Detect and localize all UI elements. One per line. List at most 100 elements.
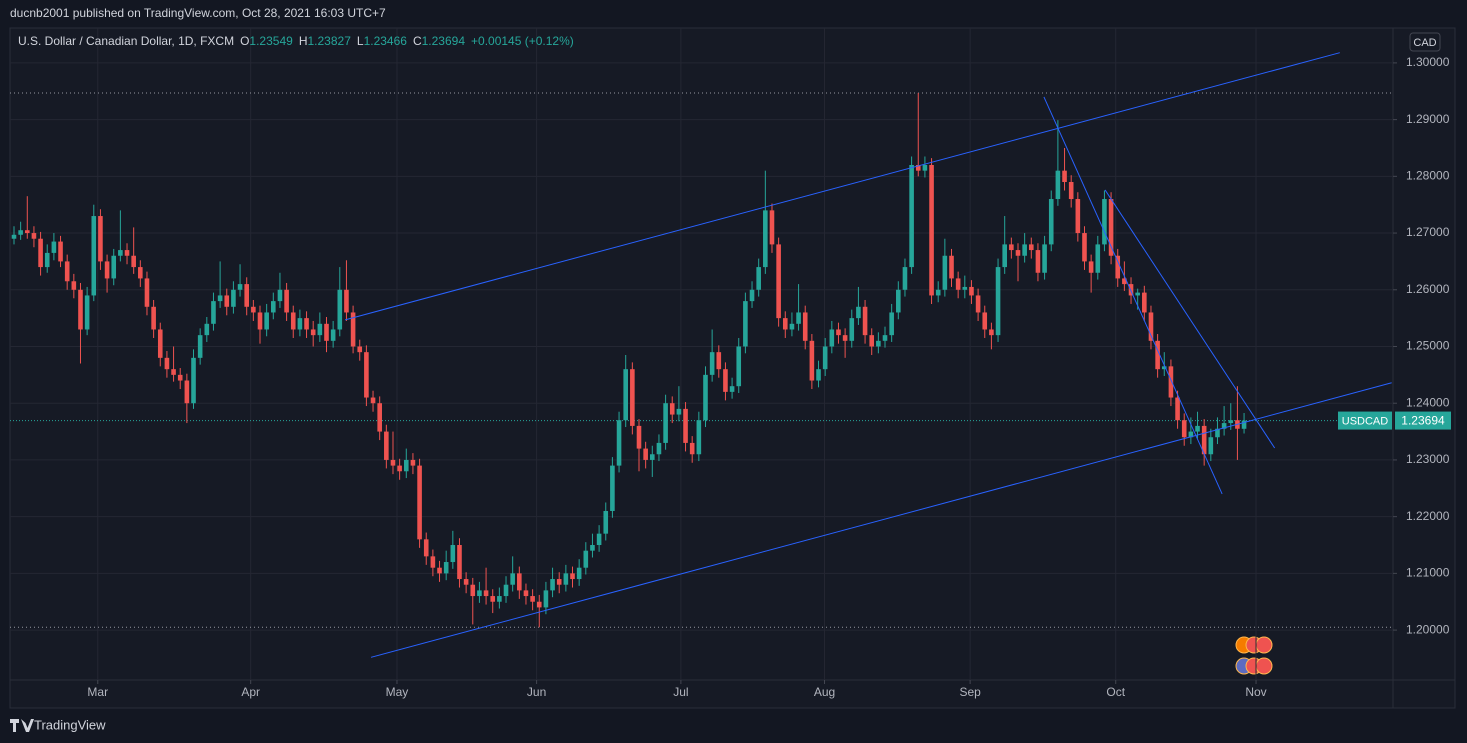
candle-body bbox=[796, 312, 801, 324]
legend-ohlc-label: C bbox=[413, 34, 422, 48]
y-tick-label: 1.22000 bbox=[1406, 509, 1450, 523]
candle-body bbox=[630, 369, 635, 426]
candle-body bbox=[1181, 420, 1187, 438]
candle-body bbox=[683, 408, 688, 443]
x-tick-label: Mar bbox=[87, 685, 108, 699]
candle-body bbox=[1009, 244, 1014, 251]
candle-body bbox=[344, 289, 349, 313]
candle-body bbox=[1122, 278, 1127, 285]
candle-body bbox=[1128, 284, 1134, 296]
publisher: ducnb2001 published on TradingView.com, … bbox=[10, 6, 386, 20]
currency-button[interactable] bbox=[1409, 32, 1441, 52]
candle-body bbox=[324, 323, 329, 341]
candle-body bbox=[716, 352, 722, 370]
candle-body bbox=[224, 295, 230, 307]
candle-body bbox=[470, 584, 476, 597]
candle-body bbox=[284, 289, 289, 313]
candle-body bbox=[357, 346, 363, 353]
candle-body bbox=[969, 286, 974, 296]
candle-body bbox=[151, 306, 156, 330]
candle-body bbox=[1195, 425, 1200, 432]
candle-body bbox=[370, 397, 376, 404]
candle-body bbox=[1215, 428, 1220, 438]
candle-body bbox=[975, 295, 981, 313]
candle-body bbox=[264, 312, 269, 330]
candle-body bbox=[271, 301, 276, 313]
trend-line bbox=[1104, 189, 1276, 449]
candle-body bbox=[390, 459, 396, 466]
candle-body bbox=[1241, 420, 1247, 429]
candle-body bbox=[949, 255, 954, 279]
candle-body bbox=[310, 329, 316, 336]
candle-body bbox=[550, 579, 555, 591]
event-icon bbox=[1255, 636, 1273, 654]
candle-body bbox=[889, 312, 894, 336]
candle-body bbox=[297, 318, 303, 330]
candle-body bbox=[876, 340, 881, 347]
trend-line bbox=[1043, 96, 1223, 495]
candle-body bbox=[816, 369, 821, 381]
price-tag bbox=[1395, 411, 1451, 430]
candle-body bbox=[989, 329, 994, 336]
candle-body bbox=[24, 230, 30, 234]
candle-body bbox=[743, 301, 748, 347]
candle-body bbox=[430, 556, 436, 568]
candle-body bbox=[157, 329, 163, 358]
candle-body bbox=[171, 369, 176, 375]
candle-body bbox=[676, 408, 682, 415]
candle-body bbox=[31, 233, 37, 239]
candle-body bbox=[709, 352, 715, 375]
candle-body bbox=[51, 241, 57, 253]
candle-body bbox=[982, 312, 988, 330]
candle-body bbox=[1035, 250, 1041, 273]
candle-body bbox=[64, 261, 70, 282]
candle-body bbox=[862, 306, 868, 336]
candle-body bbox=[822, 346, 828, 370]
candle-body bbox=[610, 465, 615, 511]
candle-body bbox=[290, 312, 296, 330]
candle-body bbox=[882, 335, 888, 341]
candle-body bbox=[1208, 437, 1214, 455]
candle-body bbox=[423, 539, 429, 557]
candle-body bbox=[417, 465, 422, 540]
candle-body bbox=[636, 425, 642, 449]
y-tick-label: 1.29000 bbox=[1406, 112, 1450, 126]
candle-body bbox=[244, 284, 250, 307]
candle-body bbox=[530, 596, 535, 602]
candle-body bbox=[138, 267, 143, 279]
candle-body bbox=[623, 369, 629, 421]
candle-body bbox=[962, 286, 968, 290]
candle-body bbox=[1168, 366, 1174, 398]
candle-body bbox=[1082, 233, 1087, 262]
candle-body bbox=[184, 380, 190, 404]
currency[interactable]: CAD bbox=[1413, 37, 1436, 49]
legend-ohlc-label: H bbox=[299, 34, 308, 48]
candle-body bbox=[450, 545, 456, 563]
legend-ohlc-label: O bbox=[240, 34, 249, 48]
candle-body bbox=[510, 573, 515, 585]
candle-body bbox=[44, 252, 50, 268]
candle-body bbox=[869, 335, 875, 347]
candle-body bbox=[1028, 244, 1034, 251]
candle-body bbox=[643, 448, 648, 460]
candle-body bbox=[763, 210, 768, 268]
plot-area bbox=[10, 52, 1393, 658]
candle-body bbox=[543, 590, 549, 608]
candle-body bbox=[104, 261, 110, 279]
chart-panel bbox=[9, 27, 1456, 709]
candle-body bbox=[497, 596, 502, 602]
candle-body bbox=[842, 335, 848, 341]
y-tick-label: 1.23000 bbox=[1406, 452, 1450, 466]
candle-body bbox=[723, 369, 728, 392]
candle-body bbox=[1142, 292, 1147, 313]
candle-body bbox=[1002, 244, 1007, 268]
candle-body bbox=[58, 241, 63, 262]
x-tick-label: May bbox=[386, 685, 409, 699]
candle-body bbox=[649, 454, 655, 460]
candle-body bbox=[217, 295, 223, 302]
candle-body bbox=[809, 340, 815, 381]
candle-body bbox=[616, 420, 622, 466]
candle-body bbox=[204, 323, 210, 336]
x-tick-label: Jun bbox=[527, 685, 546, 699]
candle-body bbox=[463, 579, 469, 585]
